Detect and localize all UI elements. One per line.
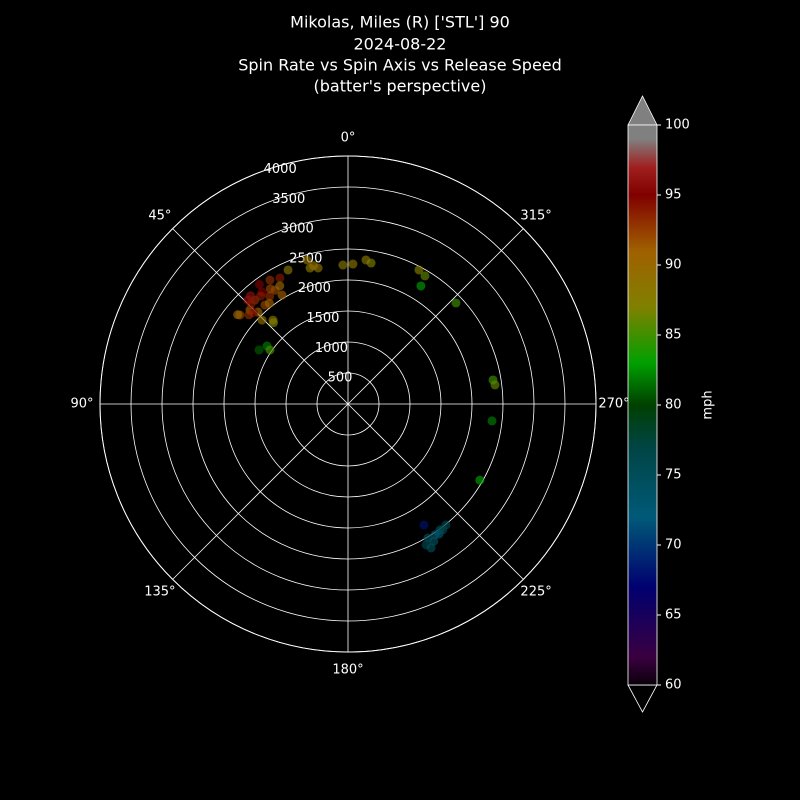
colorbar-tick-label: 80 bbox=[665, 398, 682, 413]
theta-tick-label: 180° bbox=[332, 663, 363, 678]
data-point bbox=[256, 291, 266, 301]
data-point bbox=[277, 290, 287, 300]
data-point bbox=[490, 380, 500, 390]
grid-spoke bbox=[347, 403, 524, 580]
data-point bbox=[265, 284, 275, 294]
grid-spoke bbox=[172, 403, 349, 580]
colorbar-tick-label: 95 bbox=[665, 188, 682, 203]
data-point bbox=[268, 318, 278, 328]
colorbar-extend-bottom bbox=[627, 684, 658, 713]
data-point bbox=[275, 273, 285, 283]
theta-tick-label: 0° bbox=[341, 131, 356, 146]
title-line: 2024-08-22 bbox=[354, 35, 447, 54]
data-point bbox=[429, 536, 439, 546]
r-tick-label: 1500 bbox=[306, 311, 339, 326]
colorbar-tick-label: 100 bbox=[665, 118, 690, 133]
data-point bbox=[246, 291, 256, 301]
r-tick-label: 1000 bbox=[315, 341, 348, 356]
title-line: (batter's perspective) bbox=[314, 77, 487, 96]
polar-frame bbox=[99, 155, 597, 653]
grid-spoke bbox=[347, 228, 524, 405]
data-point bbox=[451, 298, 461, 308]
theta-tick-label: 135° bbox=[144, 585, 175, 600]
colorbar-tick-label: 65 bbox=[665, 608, 682, 623]
data-point bbox=[257, 315, 267, 325]
data-point bbox=[487, 416, 497, 426]
data-point bbox=[233, 310, 243, 320]
data-point bbox=[244, 310, 254, 320]
r-tick-label: 2000 bbox=[298, 281, 331, 296]
theta-tick-label: 270° bbox=[598, 397, 629, 412]
data-point bbox=[283, 265, 293, 275]
data-point bbox=[254, 345, 264, 355]
theta-tick-label: 45° bbox=[148, 208, 171, 223]
theta-tick-label: 225° bbox=[520, 585, 551, 600]
data-point bbox=[254, 279, 264, 289]
r-tick-label: 500 bbox=[328, 371, 353, 386]
data-point bbox=[264, 298, 274, 308]
data-point bbox=[275, 281, 285, 291]
data-point bbox=[416, 281, 426, 291]
colorbar-tick-label: 60 bbox=[665, 678, 682, 693]
data-point bbox=[265, 291, 275, 301]
r-tick-label: 3000 bbox=[281, 222, 314, 237]
colorbar-tick-label: 85 bbox=[665, 328, 682, 343]
data-point bbox=[419, 520, 429, 530]
data-point bbox=[246, 299, 256, 309]
data-point bbox=[420, 271, 430, 281]
data-point bbox=[302, 255, 312, 265]
data-point bbox=[366, 258, 376, 268]
data-point bbox=[438, 525, 448, 535]
colorbar bbox=[627, 124, 658, 686]
theta-tick-label: 315° bbox=[520, 208, 551, 223]
r-tick-label: 3500 bbox=[272, 192, 305, 207]
data-point bbox=[265, 275, 275, 285]
colorbar-tick-label: 75 bbox=[665, 468, 682, 483]
r-tick-label: 4000 bbox=[264, 162, 297, 177]
data-point bbox=[338, 260, 348, 270]
data-point bbox=[348, 259, 358, 269]
data-point bbox=[414, 265, 424, 275]
data-point bbox=[475, 475, 485, 485]
data-point bbox=[313, 263, 323, 273]
colorbar-tick-label: 70 bbox=[665, 538, 682, 553]
colorbar-label: mph bbox=[701, 390, 716, 419]
title-line: Spin Rate vs Spin Axis vs Release Speed bbox=[238, 56, 562, 75]
colorbar-extend-top bbox=[627, 95, 658, 126]
title-line: Mikolas, Miles (R) ['STL'] 90 bbox=[290, 13, 510, 32]
data-point bbox=[265, 345, 275, 355]
theta-tick-label: 90° bbox=[70, 397, 93, 412]
colorbar-tick-label: 90 bbox=[665, 258, 682, 273]
